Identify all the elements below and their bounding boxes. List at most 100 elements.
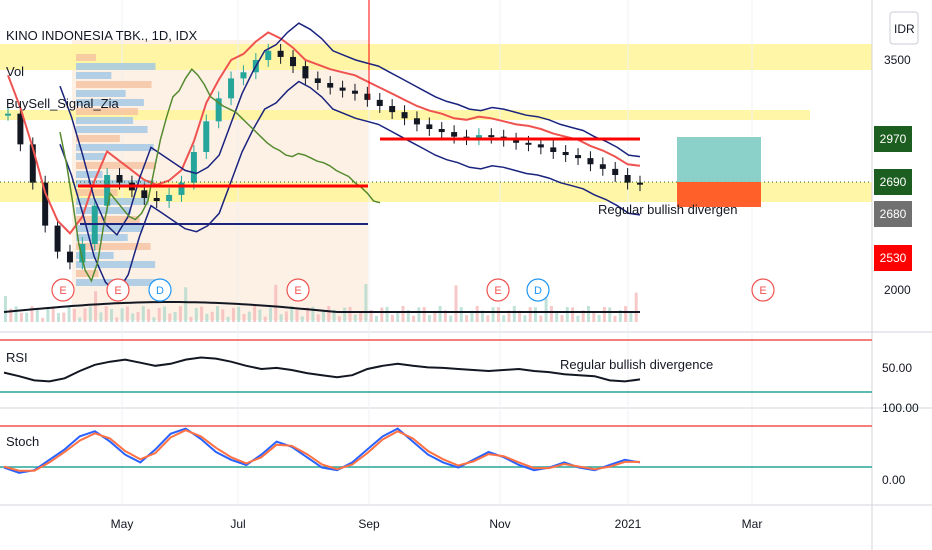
candle-body[interactable] <box>327 83 334 88</box>
candle-body[interactable] <box>302 66 309 79</box>
profit-zone[interactable] <box>677 137 761 182</box>
candle-body[interactable] <box>587 158 594 165</box>
dividend-marker[interactable] <box>526 278 550 302</box>
volume-bar <box>110 308 113 322</box>
volume-bar <box>406 310 410 322</box>
candle-body[interactable] <box>637 182 643 185</box>
candle-body[interactable] <box>79 244 86 263</box>
earnings-marker[interactable] <box>486 278 510 302</box>
volume-profile-bar <box>76 63 156 70</box>
volume-bar <box>221 309 225 322</box>
volume-bar <box>359 311 363 322</box>
price-badge-label: 2970 <box>880 132 907 146</box>
dividend-marker[interactable] <box>148 278 172 302</box>
volume-bar <box>9 308 13 322</box>
candle-body[interactable] <box>413 118 420 125</box>
volume-profile-bar <box>76 162 156 169</box>
candle-body[interactable] <box>438 129 445 133</box>
candle-body[interactable] <box>537 144 544 148</box>
volume-profile-bar <box>76 261 156 268</box>
candle-body[interactable] <box>54 225 61 252</box>
volume-bar <box>99 312 103 322</box>
volume-bar <box>634 292 638 322</box>
candle-body[interactable] <box>166 194 173 202</box>
rsi-title: RSI <box>6 350 28 365</box>
volume-profile-bar <box>76 189 118 196</box>
candle-body[interactable] <box>599 164 606 169</box>
candle-body[interactable] <box>475 135 482 139</box>
candle-body[interactable] <box>290 56 297 67</box>
candle-body[interactable] <box>29 144 36 183</box>
candle-body[interactable] <box>314 78 321 83</box>
candle-body[interactable] <box>153 198 160 202</box>
earnings-marker[interactable] <box>106 278 130 302</box>
volume-bar <box>30 306 34 322</box>
candle-body[interactable] <box>351 90 358 94</box>
volume-bar <box>433 310 437 322</box>
earnings-marker[interactable] <box>286 278 310 302</box>
time-tick-label: Nov <box>489 517 510 531</box>
earnings-marker[interactable] <box>751 278 775 302</box>
candle-body[interactable] <box>203 121 210 152</box>
candle-body[interactable] <box>339 87 346 91</box>
candle-body[interactable] <box>525 142 532 145</box>
candle-body[interactable] <box>66 251 73 263</box>
candle-body[interactable] <box>575 155 582 159</box>
candle-body[interactable] <box>364 93 371 100</box>
candle-body[interactable] <box>240 72 247 79</box>
candle-body[interactable] <box>104 175 111 206</box>
volume-bar <box>337 316 341 322</box>
time-tick-label: 2021 <box>615 517 642 531</box>
candle-body[interactable] <box>141 190 148 198</box>
stoch-k-line[interactable] <box>3 427 641 474</box>
currency-button[interactable]: IDR <box>889 11 919 45</box>
volume-bar <box>35 308 39 322</box>
volume-ma-line <box>3 301 640 313</box>
candle-body[interactable] <box>42 182 49 226</box>
volume-bar <box>369 309 373 322</box>
candle-body[interactable] <box>426 124 433 129</box>
candle-body[interactable] <box>376 99 383 106</box>
stoch-d-line[interactable] <box>3 429 640 472</box>
candle-body[interactable] <box>5 113 11 116</box>
candle-body[interactable] <box>178 182 185 195</box>
candle-body[interactable] <box>451 132 458 137</box>
candle-body[interactable] <box>513 139 520 143</box>
price-tick-label: 2000 <box>884 283 911 297</box>
volume-bar <box>295 309 299 322</box>
candle-body[interactable] <box>265 50 272 60</box>
candle-body[interactable] <box>389 106 396 113</box>
volume-profile-bar <box>76 180 155 187</box>
candle-body[interactable] <box>116 175 123 183</box>
price-divergence-annotation: Regular bullish divergen <box>598 202 737 217</box>
volume-bar <box>184 287 188 322</box>
volume-bar <box>624 306 628 322</box>
candle-body[interactable] <box>401 112 408 119</box>
candle-body[interactable] <box>612 168 619 175</box>
candle-body[interactable] <box>228 78 235 99</box>
candle-body[interactable] <box>277 50 284 57</box>
price-badge <box>874 201 912 227</box>
candle-body[interactable] <box>215 98 222 122</box>
rsi-pane[interactable] <box>0 339 872 393</box>
volume-bar <box>189 316 193 322</box>
volume-bar <box>263 316 267 322</box>
earnings-marker[interactable] <box>51 278 75 302</box>
volume-bar <box>396 310 400 322</box>
volume-bar <box>83 308 87 322</box>
rsi-line[interactable] <box>3 356 641 383</box>
stoch-tick-label: 100.00 <box>882 401 919 415</box>
stoch-pane[interactable] <box>0 425 872 474</box>
loss-zone[interactable] <box>677 182 761 207</box>
candle-body[interactable] <box>562 152 569 156</box>
candle-body[interactable] <box>190 152 197 183</box>
candle-body[interactable] <box>550 147 557 152</box>
volume-bar <box>327 306 331 322</box>
candle-body[interactable] <box>624 175 631 183</box>
candle-body[interactable] <box>488 135 495 138</box>
candle-body[interactable] <box>17 113 24 145</box>
rsi-tick-label: 50.00 <box>882 361 912 375</box>
volume-profile-bar <box>76 207 132 214</box>
